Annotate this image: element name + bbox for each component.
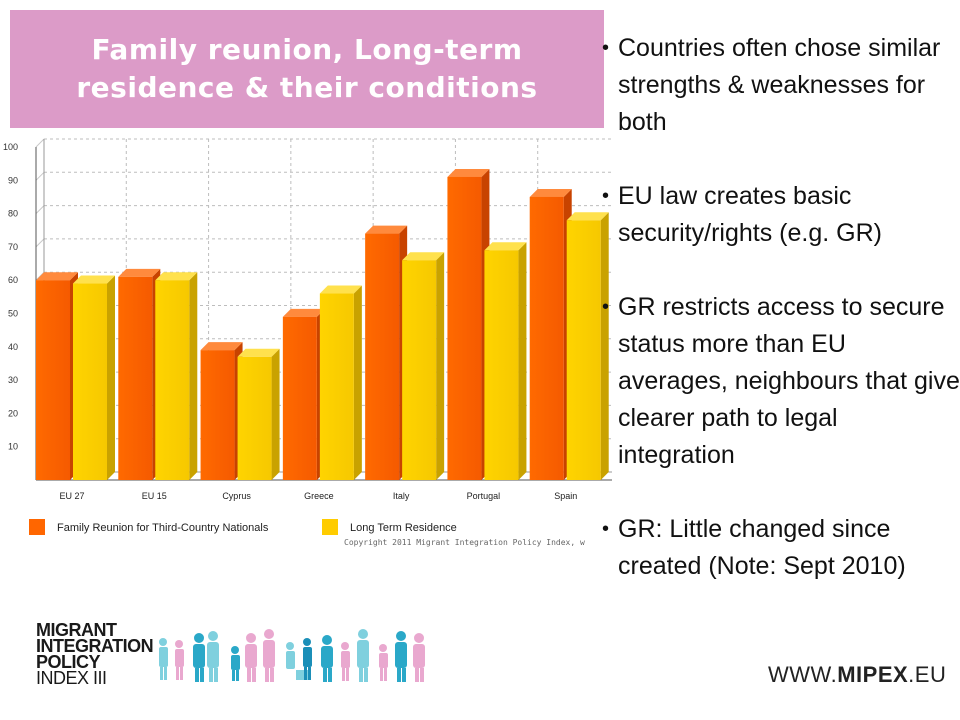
x-tick-label: EU 15 bbox=[142, 491, 167, 501]
x-tick-label: Cyprus bbox=[222, 491, 251, 501]
bar-side bbox=[353, 285, 362, 480]
x-tick-label: Portugal bbox=[467, 491, 501, 501]
x-tick-label: Greece bbox=[304, 491, 334, 501]
logo-line-3: POLICY bbox=[36, 652, 101, 672]
logo-line-1: MIGRANT bbox=[36, 620, 117, 640]
bar-top bbox=[36, 272, 78, 281]
legend-swatch-family-reunion bbox=[29, 519, 45, 535]
bullet-item: • Countries often chose similar strengths… bbox=[602, 30, 960, 141]
bar-top bbox=[319, 285, 362, 294]
bullet-text: EU law creates basic security/rights (e.… bbox=[618, 182, 882, 247]
chart-labels: 10 20 30 40 50 60 70 80 90 100 EU 27 EU 15 Cyprus Gre… bbox=[3, 142, 577, 501]
y-tick-label: 80 bbox=[8, 209, 18, 219]
bar-top bbox=[73, 275, 115, 284]
bullet-dot: • bbox=[602, 185, 610, 207]
legend-swatch-long-term bbox=[322, 519, 338, 535]
bar-top bbox=[402, 252, 445, 261]
bar-side bbox=[107, 275, 115, 480]
bar-top bbox=[237, 348, 280, 357]
y-tick-label: 90 bbox=[8, 175, 18, 185]
bar bbox=[365, 233, 400, 480]
bar bbox=[484, 250, 519, 480]
bar bbox=[237, 356, 272, 480]
bullet-item: • GR: Little changed since created (Note:… bbox=[602, 511, 960, 585]
bar bbox=[282, 316, 317, 480]
bar bbox=[402, 260, 437, 480]
title-banner: Family reunion, Long-term residence & the… bbox=[10, 10, 604, 128]
y-tick-label: 30 bbox=[8, 375, 18, 385]
logo-line-4: INDEX III bbox=[36, 668, 107, 688]
bar-side bbox=[189, 272, 198, 480]
grid-line-side bbox=[35, 238, 45, 248]
bullet-dot: • bbox=[602, 518, 610, 540]
bar-top bbox=[200, 342, 243, 351]
bar-top bbox=[484, 242, 527, 251]
x-tick-label: Spain bbox=[554, 491, 577, 501]
bullet-item: • EU law creates basic security/rights (e… bbox=[602, 178, 960, 252]
bar-side bbox=[518, 242, 527, 480]
grid-line-side bbox=[35, 171, 45, 181]
grid-line-side bbox=[35, 138, 45, 148]
mipex-logo: MIGRANT INTEGRATION POLICY INDEX III bbox=[36, 620, 154, 688]
bar-top bbox=[155, 272, 198, 281]
bar bbox=[447, 176, 482, 480]
bullet-dot: • bbox=[602, 296, 610, 318]
y-tick-label: 10 bbox=[8, 442, 18, 452]
bar-chart: 10 20 30 40 50 60 70 80 90 100 EU 27 EU 15 Cyprus Gre… bbox=[3, 138, 612, 547]
bar-top bbox=[566, 212, 609, 221]
bar-top bbox=[118, 268, 161, 277]
y-tick-label: 20 bbox=[8, 408, 18, 418]
bullet-text: GR: Little changed since created (Note: … bbox=[618, 515, 906, 580]
bar-side bbox=[436, 252, 445, 480]
chart-legend: Family Reunion for Third-Country Nationa… bbox=[29, 519, 585, 547]
bullet-text: GR restricts access to secure status mor… bbox=[618, 293, 960, 469]
legend-label-long-term: Long Term Residence bbox=[350, 522, 457, 534]
slide-title: Family reunion, Long-term residence & the… bbox=[76, 31, 537, 107]
bullet-list: • Countries often chose similar strengths… bbox=[602, 30, 960, 585]
bar-top bbox=[365, 225, 408, 234]
bar bbox=[566, 220, 601, 480]
people-figures-illustration bbox=[159, 629, 425, 682]
title-line-2: residence & their conditions bbox=[76, 71, 538, 104]
bar bbox=[36, 280, 70, 480]
legend-label-family-reunion: Family Reunion for Third-Country Nationa… bbox=[57, 522, 269, 534]
y-tick-label: 40 bbox=[8, 342, 18, 352]
bar-top bbox=[447, 168, 490, 177]
y-tick-label: 50 bbox=[8, 309, 18, 319]
title-line-1: Family reunion, Long-term bbox=[91, 33, 523, 66]
bullet-item: • GR restricts access to secure status mo… bbox=[602, 289, 960, 474]
y-tick-label: 70 bbox=[8, 242, 18, 252]
bar-top bbox=[282, 308, 325, 317]
bar-side bbox=[600, 212, 609, 480]
bar bbox=[529, 196, 564, 480]
bar bbox=[155, 280, 190, 480]
url-prefix: WWW. bbox=[768, 662, 838, 687]
grid-line-side bbox=[35, 205, 45, 214]
bar bbox=[73, 283, 107, 480]
x-tick-label: EU 27 bbox=[59, 491, 84, 501]
bar bbox=[200, 350, 235, 480]
bar bbox=[118, 276, 153, 480]
mipex-url[interactable]: WWW.MIPEX.EU bbox=[768, 662, 946, 688]
bar bbox=[319, 293, 354, 480]
bar-side bbox=[271, 348, 280, 480]
url-suffix: .EU bbox=[908, 662, 947, 687]
chart-copyright: Copyright 2011 Migrant Integration Polic… bbox=[344, 538, 585, 547]
bar-top bbox=[529, 188, 572, 197]
x-tick-label: Italy bbox=[393, 491, 410, 501]
bullet-text: Countries often chose similar strengths … bbox=[618, 34, 941, 136]
bullet-dot: • bbox=[602, 37, 610, 59]
y-tick-label: 60 bbox=[8, 275, 18, 285]
y-tick-label: 100 bbox=[3, 142, 18, 152]
logo-line-2: INTEGRATION bbox=[36, 636, 154, 656]
url-brand: MIPEX bbox=[837, 662, 909, 687]
chart-bars bbox=[36, 168, 609, 480]
